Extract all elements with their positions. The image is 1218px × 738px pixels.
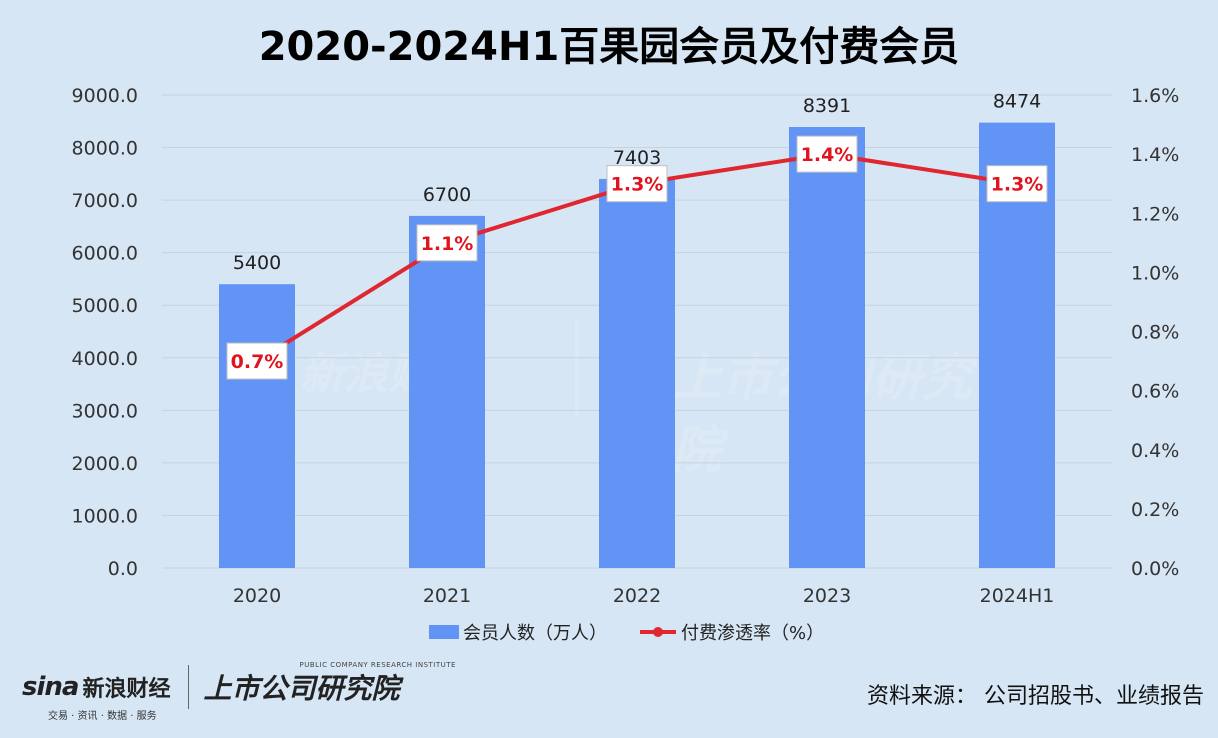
y-left-tick-label: 4000.0 xyxy=(72,348,138,370)
y-left-tick-label: 2000.0 xyxy=(72,453,138,475)
line-point-label: 1.3% xyxy=(991,174,1044,196)
y-left-tick-label: 5000.0 xyxy=(72,295,138,317)
sina-logo-cn: 新浪财经 xyxy=(82,677,171,702)
y-right-tick-label: 1.2% xyxy=(1131,203,1179,225)
y-right-tick-label: 0.6% xyxy=(1131,381,1179,403)
combo-chart: 0.0 1000.0 2000.0 3000.0 4000.0 5000.0 6000.0 7… xyxy=(72,85,1180,644)
bar-data-label: 6700 xyxy=(423,184,471,206)
legend-bar-label: 会员人数（万人） xyxy=(463,623,607,644)
bar-data-label: 5400 xyxy=(233,252,281,274)
sina-logo: sina 新浪财经 交易 · 资讯 · 数据 · 服务 xyxy=(22,671,171,722)
line-point-label-box xyxy=(796,135,858,173)
line-point-label-box xyxy=(416,224,478,262)
y-right-tick-label: 0.8% xyxy=(1131,322,1179,344)
sina-logo-subtitle: 交易 · 资讯 · 数据 · 服务 xyxy=(48,711,157,722)
institute-logo: 上市公司研究院 PUBLIC COMPANY RESEARCH INSTITUT… xyxy=(203,661,455,707)
source-note: 资料来源： 公司招股书、业绩报告 xyxy=(867,684,1204,709)
y-left-tick-label: 6000.0 xyxy=(72,243,138,265)
y-right-tick-label: 0.4% xyxy=(1131,440,1179,462)
line-point-label: 0.7% xyxy=(231,351,284,373)
chart-title: 2020-2024H1百果园会员及付费会员 xyxy=(258,24,960,70)
y-right-tick-label: 1.4% xyxy=(1131,144,1179,166)
line-point-label: 1.4% xyxy=(801,144,854,166)
line-point-label-box xyxy=(226,342,288,380)
footer-logos: sina 新浪财经 交易 · 资讯 · 数据 · 服务 上市公司研究院 PUBL… xyxy=(22,661,455,722)
bar-data-label: 7403 xyxy=(613,147,661,169)
y-right-tick-label: 1.0% xyxy=(1131,262,1179,284)
sina-logo-word: sina xyxy=(22,672,79,702)
y-left-tick-label: 8000.0 xyxy=(72,138,138,160)
x-tick-label: 2022 xyxy=(613,585,661,607)
footer-divider xyxy=(188,665,190,709)
y-left-tick-label: 3000.0 xyxy=(72,400,138,422)
bar-data-label: 8391 xyxy=(803,95,851,117)
bar-data-label: 8474 xyxy=(993,91,1041,113)
legend-line-marker xyxy=(653,627,663,637)
y-right-tick-label: 1.6% xyxy=(1131,85,1179,107)
x-tick-label: 2021 xyxy=(423,585,471,607)
line-point-label: 1.1% xyxy=(421,233,474,255)
bar xyxy=(599,178,675,569)
x-tick-label: 2023 xyxy=(803,585,851,607)
line-point-label: 1.3% xyxy=(611,174,664,196)
line-point-label-box xyxy=(606,165,668,203)
x-tick-label: 2020 xyxy=(233,585,281,607)
y-left-tick-label: 1000.0 xyxy=(72,505,138,527)
y-left-tick-label: 0.0 xyxy=(108,558,138,580)
line-point-label-box xyxy=(986,165,1048,203)
bar xyxy=(219,284,295,568)
legend-line-label: 付费渗透率（%） xyxy=(681,623,824,644)
y-right-tick-label: 0.2% xyxy=(1131,499,1179,521)
y-right-tick-label: 0.0% xyxy=(1131,558,1179,580)
x-tick-label: 2024H1 xyxy=(980,585,1055,607)
bar xyxy=(789,127,865,568)
legend-bar-swatch xyxy=(429,625,459,639)
institute-logo-subtitle: PUBLIC COMPANY RESEARCH INSTITUTE xyxy=(299,661,456,669)
y-left-tick-label: 7000.0 xyxy=(72,190,138,212)
institute-logo-text: 上市公司研究院 xyxy=(203,672,400,705)
y-left-tick-label: 9000.0 xyxy=(72,85,138,107)
bar xyxy=(409,215,485,568)
